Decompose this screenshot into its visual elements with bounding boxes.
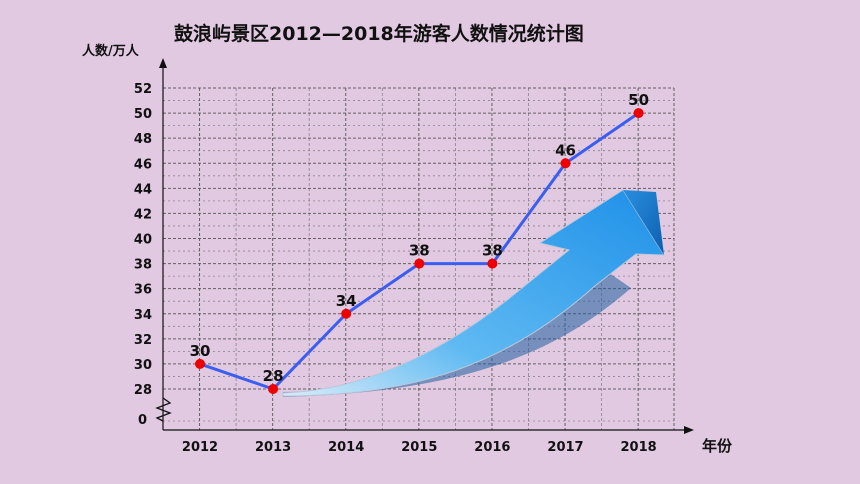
data-label: 50 <box>628 91 649 109</box>
data-point <box>414 258 425 269</box>
y-tick-label: 30 <box>134 358 152 373</box>
x-tick-labels: 2012 2013 2014 2015 2016 2017 2018 <box>182 440 657 455</box>
y-tick-label: 44 <box>134 182 152 197</box>
x-tick-label: 2017 <box>547 440 583 455</box>
x-tick-label: 2015 <box>401 440 437 455</box>
y-axis-title: 人数/万人 <box>82 43 140 59</box>
y-tick-label: 28 <box>134 383 152 398</box>
x-tick-label: 2018 <box>621 440 657 455</box>
y-tick-label: 32 <box>134 333 152 348</box>
y-tick-label: 42 <box>134 207 152 222</box>
data-label: 46 <box>555 141 576 159</box>
x-tick-label: 2012 <box>182 440 218 455</box>
data-label: 30 <box>190 342 211 360</box>
y-tick-label: 36 <box>134 283 152 298</box>
data-label: 38 <box>409 242 430 260</box>
y-tick-label: 46 <box>134 157 152 172</box>
x-tick-label: 2013 <box>255 440 291 455</box>
x-tick-label: 2016 <box>474 440 510 455</box>
x-tick-label: 2014 <box>328 440 364 455</box>
x-axis-title: 年份 <box>702 437 733 455</box>
x-axis-arrowhead <box>684 426 694 434</box>
data-point <box>268 384 279 394</box>
data-points <box>195 108 644 394</box>
data-label: 38 <box>482 242 503 260</box>
y-tick-label: 48 <box>134 132 152 147</box>
data-label: 28 <box>263 367 284 385</box>
y-tick-label: 34 <box>134 308 152 323</box>
data-label: 34 <box>336 292 357 310</box>
axes <box>155 58 694 434</box>
data-point <box>560 158 571 169</box>
data-labels: 30 28 34 38 38 46 50 <box>190 91 649 385</box>
chart-title: 鼓浪屿景区2012—2018年游客人数情况统计图 <box>174 22 584 45</box>
y-tick-label: 38 <box>134 258 152 273</box>
y-tick-label: 52 <box>134 82 152 97</box>
y-tick-label: 40 <box>134 233 152 248</box>
data-point <box>633 108 644 119</box>
upward-arrow-decoration <box>282 189 665 397</box>
axis-break-icon <box>155 397 172 422</box>
origin-label: 0 <box>138 413 147 428</box>
data-point <box>195 358 205 369</box>
data-point <box>487 258 498 269</box>
y-tick-labels: 28 30 32 34 36 38 40 42 44 46 48 50 52 <box>134 82 152 398</box>
data-point <box>341 308 352 319</box>
y-tick-label: 50 <box>134 107 152 122</box>
y-axis-arrowhead <box>159 58 167 68</box>
